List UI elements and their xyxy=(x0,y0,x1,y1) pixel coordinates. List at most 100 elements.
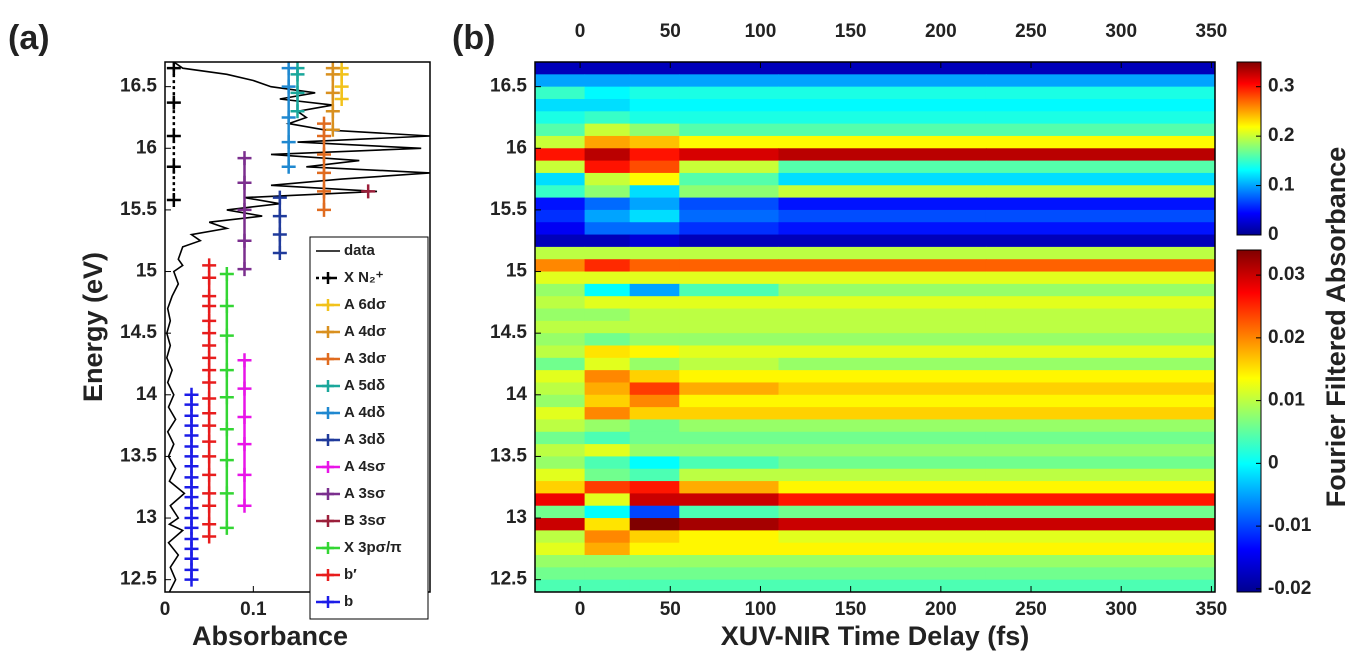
legend-label: B 3sσ xyxy=(344,512,386,529)
heatmap-cell xyxy=(985,444,1215,457)
heatmap-cell xyxy=(629,419,680,433)
marker-cross xyxy=(317,202,331,217)
colorbar-tick-label: -0.02 xyxy=(1268,578,1311,599)
heatmap-cell xyxy=(584,456,631,470)
marker-cross xyxy=(272,227,287,242)
heatmap-cell xyxy=(584,86,631,100)
heatmap-cell xyxy=(535,481,586,494)
marker-cross xyxy=(202,434,217,449)
legend-label: data xyxy=(344,242,376,259)
heatmap-cell xyxy=(584,357,631,371)
heatmap-cell xyxy=(679,222,780,236)
heatmap-cell xyxy=(985,579,1215,592)
heatmap-cell xyxy=(629,111,680,125)
marker-cross xyxy=(202,270,217,285)
y-tick-label: 14.5 xyxy=(490,322,527,343)
heatmap-cell xyxy=(985,135,1215,149)
x-tick-label: 150 xyxy=(835,599,867,620)
heatmap-cell xyxy=(535,456,586,470)
heatmap-cell xyxy=(535,308,586,322)
y-tick-label: 13.5 xyxy=(490,445,527,466)
heatmap-cell xyxy=(629,62,680,75)
heatmap-cell xyxy=(629,394,680,408)
heatmap-cell xyxy=(679,246,780,260)
heatmap-cell xyxy=(535,567,586,581)
heatmap-cell xyxy=(679,86,780,100)
legend-swatch xyxy=(322,569,334,581)
heatmap-cell xyxy=(778,542,987,556)
heatmap-cell xyxy=(535,357,586,371)
marker-cross xyxy=(202,258,217,273)
marker-cross xyxy=(237,467,252,482)
heatmap-cell xyxy=(778,259,987,273)
marker-cross xyxy=(317,184,331,199)
heatmap-cell xyxy=(629,456,680,470)
legend-swatch xyxy=(322,542,334,554)
heatmap-cell xyxy=(629,370,680,383)
heatmap-cell xyxy=(535,74,586,88)
heatmap-cell xyxy=(778,419,987,433)
heatmap-cell xyxy=(679,481,780,494)
marker-cross xyxy=(317,147,331,162)
heatmap-cell xyxy=(985,345,1215,359)
heatmap-cell xyxy=(535,444,586,457)
y-tick-label: 13 xyxy=(136,507,157,528)
heatmap-cell xyxy=(629,333,680,346)
heatmap-cell xyxy=(985,296,1215,310)
heatmap-cell xyxy=(679,111,780,125)
heatmap-cell xyxy=(985,320,1215,334)
marker-cross xyxy=(237,202,252,217)
y-tick-label: 16 xyxy=(136,137,157,158)
heatmap-cell xyxy=(985,234,1215,248)
heatmap-cell xyxy=(629,172,680,186)
heatmap-cell xyxy=(629,481,680,494)
legend-swatch xyxy=(322,326,334,338)
heatmap-cell xyxy=(985,530,1215,544)
heatmap-cell xyxy=(985,197,1215,211)
heatmap-cell xyxy=(584,542,631,556)
heatmap-cell xyxy=(778,209,987,223)
heatmap-cell xyxy=(629,505,680,519)
heatmap-cell xyxy=(679,394,780,408)
heatmap-cell xyxy=(679,234,780,248)
marker-cross xyxy=(272,246,287,261)
marker-cross xyxy=(202,289,217,304)
x-tick-label-top: 200 xyxy=(925,21,957,42)
heatmap-cell xyxy=(535,468,586,482)
marker-cross xyxy=(281,110,296,125)
legend-swatch xyxy=(322,434,334,446)
heatmap-cell xyxy=(535,530,586,544)
heatmap-cell xyxy=(535,419,586,433)
heatmap-cell xyxy=(985,382,1215,396)
heatmap-cell xyxy=(985,431,1215,445)
heatmap-cell xyxy=(535,345,586,359)
heatmap-cell xyxy=(985,394,1215,408)
marker-cross xyxy=(325,104,340,119)
heatmap-cell xyxy=(584,271,631,285)
heatmap-cell xyxy=(629,579,680,592)
heatmap-cell xyxy=(679,172,780,186)
heatmap-cell xyxy=(778,271,987,285)
heatmap-cell xyxy=(535,579,586,592)
heatmap-cell xyxy=(778,370,987,383)
heatmap-cell xyxy=(679,123,780,137)
heatmap-cell xyxy=(535,259,586,273)
x-tick-label: 300 xyxy=(1105,599,1137,620)
heatmap-cell xyxy=(985,370,1215,383)
heatmap-cell xyxy=(778,431,987,445)
heatmap-cell xyxy=(535,382,586,396)
marker-cross xyxy=(281,135,296,150)
heatmap-cell xyxy=(584,468,631,482)
y-tick-label: 14 xyxy=(136,384,158,405)
marker-cross xyxy=(281,159,296,174)
marker-cross xyxy=(219,486,234,501)
legend-label: A 3dδ xyxy=(344,431,385,448)
colorbar-tick-label: 0.02 xyxy=(1268,327,1305,348)
heatmap-cell xyxy=(535,160,586,174)
heatmap-cell xyxy=(778,481,987,494)
x-axis-label: XUV-NIR Time Delay (fs) xyxy=(721,621,1030,651)
marker-cross xyxy=(237,353,252,368)
heatmap-cell xyxy=(584,407,631,420)
heatmap-cell xyxy=(584,419,631,433)
heatmap-cell xyxy=(629,468,680,482)
